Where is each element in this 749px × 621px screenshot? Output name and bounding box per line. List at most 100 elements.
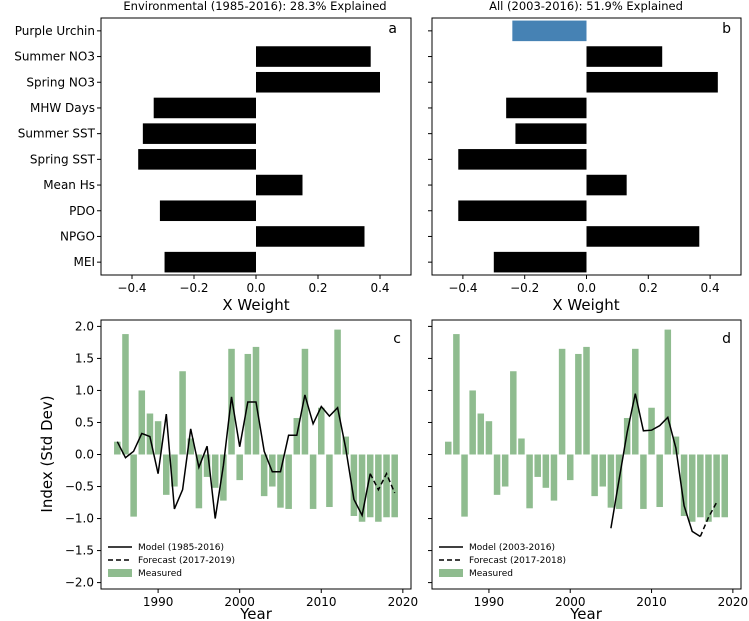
bar-summer-sst — [142, 123, 256, 144]
measured-bar-2008 — [632, 348, 639, 455]
category-label: Spring SST — [30, 152, 96, 166]
measured-bar-1993 — [510, 371, 517, 455]
panel-c-ylabel: Index (Std Dev) — [38, 395, 56, 512]
panel-a-title: Environmental (1985-2016): 28.3% Explain… — [123, 0, 386, 13]
model-line — [116, 394, 371, 519]
panel-a: Environmental (1985-2016): 28.3% Explain… — [14, 0, 412, 314]
x-tick-label: 0.0 — [246, 281, 265, 295]
measured-bar-2009 — [640, 454, 647, 509]
measured-bar-1996 — [534, 454, 541, 477]
panel-c-label: c — [393, 331, 401, 347]
measured-bar-2003 — [591, 454, 598, 497]
measured-bar-1997 — [211, 454, 219, 488]
x-tick-label: 2020 — [718, 595, 749, 609]
x-tick-label: 1990 — [474, 595, 505, 609]
panel-b-plot: −0.4 −0.2 0.0 0.2 0.4 — [428, 20, 720, 295]
x-tick-label: 0.4 — [701, 281, 720, 295]
x-tick-label: −0.2 — [510, 281, 539, 295]
panel-d-frame — [431, 319, 742, 590]
panel-a-label: a — [388, 21, 397, 37]
measured-bar-1995 — [195, 454, 203, 509]
measured-bar-2010 — [318, 407, 325, 455]
measured-bar-2012 — [664, 329, 672, 455]
measured-bar-2010 — [648, 407, 655, 455]
bar-npgo — [256, 226, 365, 247]
y-tick-label: 1.0 — [75, 383, 94, 397]
measured-bar-2002 — [252, 346, 260, 455]
panel-b-xlabel: X Weight — [552, 296, 619, 314]
panel-d-plot: 1990 2000 2010 2020 Model (2003-2016) Forecas… — [428, 325, 749, 609]
x-tick-label: 0.4 — [370, 281, 389, 295]
panel-c: 1990 2000 2010 2020 −2.0 −1.5 −1.0 −0.5 0.0 0.5 1.… — [38, 319, 418, 621]
panel-d-label: d — [722, 331, 731, 347]
x-tick-label: −0.2 — [179, 281, 208, 295]
measured-bar-2000 — [236, 454, 243, 481]
y-tick-label: −2.0 — [65, 576, 94, 590]
category-label: Purple Urchin — [15, 24, 95, 38]
x-tick-label: 2010 — [306, 595, 337, 609]
forecast-line — [699, 502, 718, 537]
measured-bar-2008 — [301, 348, 309, 455]
legend-label: Forecast (2017-2019) — [138, 556, 235, 566]
measured-bar-2005 — [277, 454, 284, 508]
measured-bar-1995 — [526, 454, 533, 509]
x-tick-label: 0.2 — [308, 281, 327, 295]
panel-c-plot: 1990 2000 2010 2020 −2.0 −1.5 −1.0 −0.5 0.0 0.5 1.… — [65, 319, 418, 609]
panel-c-xlabel: Year — [239, 605, 273, 621]
legend-label: Model (2003-2016) — [469, 543, 555, 553]
bar-mei — [164, 251, 256, 273]
measured-bar-2019 — [391, 454, 398, 518]
bar-mei — [493, 251, 587, 273]
x-tick-label: −0.4 — [117, 281, 146, 295]
legend-label: Measured — [469, 569, 513, 579]
measured-bar-1989 — [477, 413, 485, 455]
panel-c-frame — [100, 319, 412, 590]
x-tick-label: 2020 — [388, 595, 419, 609]
legend-swatch-measured — [439, 569, 463, 577]
panel-b-title: All (2003-2016): 51.9% Explained — [489, 0, 683, 13]
measured-bar-2014 — [680, 454, 688, 516]
measured-bar-2019 — [721, 454, 728, 518]
measured-bar-2002 — [583, 346, 590, 455]
measured-bar-2000 — [566, 454, 574, 481]
panel-d-xlabel: Year — [569, 605, 603, 621]
y-tick-label: −1.0 — [65, 512, 94, 526]
measured-bar-1998 — [550, 454, 558, 501]
category-label: MEI — [74, 255, 95, 269]
measured-bar-1988 — [138, 390, 146, 455]
bar-purple-urchin — [512, 20, 587, 42]
x-tick-label: 0.0 — [577, 281, 596, 295]
measured-bar-1991 — [493, 454, 501, 495]
category-label: MHW Days — [30, 101, 95, 115]
y-tick-label: −1.5 — [65, 544, 94, 558]
y-tick-label: 2.0 — [75, 319, 94, 333]
measured-bar-2011 — [326, 454, 333, 508]
bar-spring-sst — [138, 149, 256, 170]
measured-bar-1996 — [203, 454, 211, 477]
x-tick-label: 1990 — [143, 595, 174, 609]
measured-bar-2011 — [656, 454, 663, 508]
measured-bar-1990 — [154, 421, 162, 455]
legend-label: Model (1985-2016) — [138, 543, 224, 553]
bar-mhw-days — [153, 97, 256, 119]
legend-label: Forecast (2017-2018) — [469, 556, 566, 566]
x-tick-label: 0.2 — [639, 281, 658, 295]
panel-a-xlabel: X Weight — [222, 296, 289, 314]
measured-bar-1998 — [220, 454, 227, 501]
legend-label: Measured — [138, 569, 182, 579]
bar-spring-no3 — [256, 71, 380, 93]
y-tick-label: 1.5 — [75, 351, 94, 365]
bar-mean-hs — [586, 174, 627, 196]
measured-bar-1986 — [453, 334, 460, 455]
measured-bar-2015 — [358, 454, 366, 522]
category-label: NPGO — [60, 229, 95, 243]
measured-bar-1994 — [518, 438, 525, 455]
y-tick-label: −0.5 — [65, 480, 94, 494]
measured-bar-2017 — [705, 454, 712, 522]
forecast-line — [369, 471, 396, 494]
measured-bar-1994 — [187, 438, 194, 455]
measured-bar-1992 — [501, 454, 509, 487]
measured-bar-2004 — [599, 454, 607, 487]
measured-bar-2018 — [713, 454, 720, 518]
category-label: Summer NO3 — [14, 50, 95, 64]
